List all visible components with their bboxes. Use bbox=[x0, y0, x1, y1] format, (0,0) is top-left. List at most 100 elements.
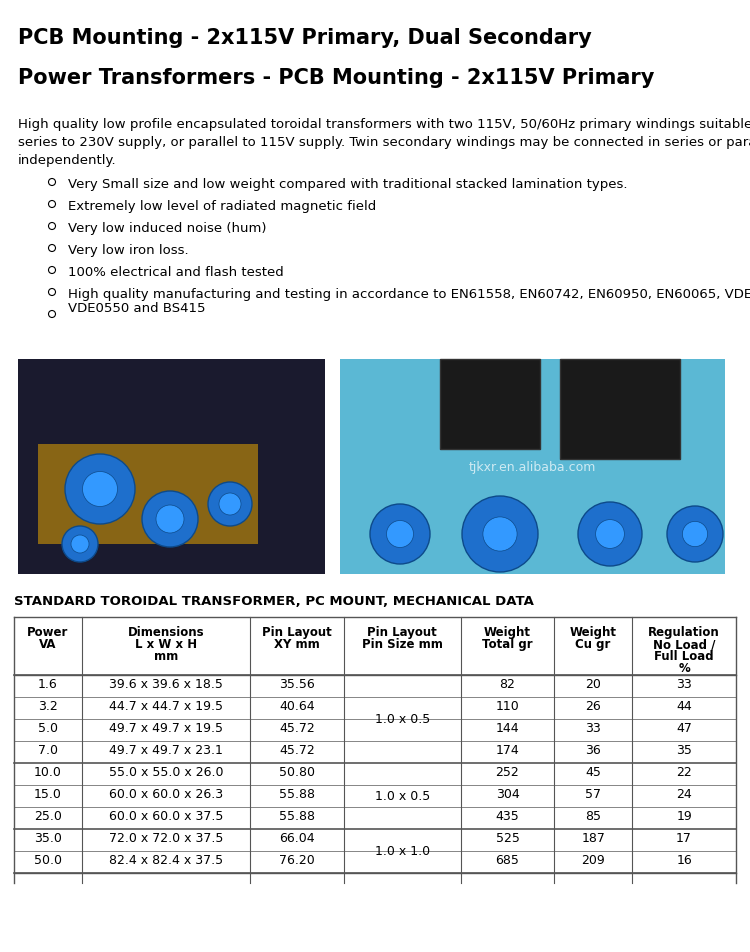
Bar bbox=[440, 360, 540, 449]
Text: 82: 82 bbox=[500, 678, 515, 691]
Text: 110: 110 bbox=[496, 700, 519, 713]
Text: mm: mm bbox=[154, 649, 178, 663]
Text: Power: Power bbox=[27, 625, 68, 639]
Text: 26: 26 bbox=[585, 700, 601, 713]
Text: 82.4 x 82.4 x 37.5: 82.4 x 82.4 x 37.5 bbox=[109, 854, 223, 866]
Text: 39.6 x 39.6 x 18.5: 39.6 x 39.6 x 18.5 bbox=[109, 678, 223, 691]
Circle shape bbox=[596, 520, 625, 548]
Text: 47: 47 bbox=[676, 722, 692, 735]
Circle shape bbox=[386, 521, 413, 548]
Circle shape bbox=[370, 505, 430, 565]
Text: 1.0 x 1.0: 1.0 x 1.0 bbox=[375, 844, 430, 858]
Text: 17: 17 bbox=[676, 832, 692, 844]
Bar bbox=[18, 360, 325, 574]
Text: 5.0: 5.0 bbox=[38, 722, 58, 735]
Text: 1.6: 1.6 bbox=[38, 678, 58, 691]
Circle shape bbox=[667, 506, 723, 563]
Text: Cu gr: Cu gr bbox=[575, 637, 610, 650]
Text: tjkxr.en.alibaba.com: tjkxr.en.alibaba.com bbox=[469, 461, 596, 473]
Text: 525: 525 bbox=[496, 832, 520, 844]
Text: 60.0 x 60.0 x 26.3: 60.0 x 60.0 x 26.3 bbox=[109, 787, 223, 801]
Circle shape bbox=[483, 517, 517, 551]
Text: 55.88: 55.88 bbox=[279, 809, 315, 823]
Text: 60.0 x 60.0 x 37.5: 60.0 x 60.0 x 37.5 bbox=[109, 809, 223, 823]
Circle shape bbox=[578, 503, 642, 566]
Text: Very Small size and low weight compared with traditional stacked lamination type: Very Small size and low weight compared … bbox=[68, 178, 628, 190]
Text: VA: VA bbox=[39, 637, 56, 650]
Text: Weight: Weight bbox=[570, 625, 616, 639]
Text: 35.56: 35.56 bbox=[279, 678, 315, 691]
Text: 10.0: 10.0 bbox=[34, 765, 62, 779]
Text: 20: 20 bbox=[585, 678, 601, 691]
Text: Full Load: Full Load bbox=[654, 649, 714, 663]
Text: 36: 36 bbox=[585, 744, 601, 757]
Circle shape bbox=[142, 491, 198, 547]
Text: 24: 24 bbox=[676, 787, 692, 801]
Text: Pin Size mm: Pin Size mm bbox=[362, 637, 442, 650]
Text: 49.7 x 49.7 x 19.5: 49.7 x 49.7 x 19.5 bbox=[109, 722, 223, 735]
Circle shape bbox=[219, 493, 241, 515]
Text: Extremely low level of radiated magnetic field: Extremely low level of radiated magnetic… bbox=[68, 200, 376, 213]
Text: 44: 44 bbox=[676, 700, 692, 713]
Text: Regulation: Regulation bbox=[648, 625, 720, 639]
Text: Pin Layout: Pin Layout bbox=[262, 625, 332, 639]
Text: 55.88: 55.88 bbox=[279, 787, 315, 801]
Circle shape bbox=[82, 472, 118, 507]
Text: High quality manufacturing and testing in accordance to EN61558, EN60742, EN6095: High quality manufacturing and testing i… bbox=[68, 288, 750, 301]
Text: 435: 435 bbox=[496, 809, 519, 823]
Text: 252: 252 bbox=[496, 765, 519, 779]
Text: 76.20: 76.20 bbox=[279, 854, 315, 866]
Text: %: % bbox=[678, 662, 690, 674]
Text: PCB Mounting - 2x115V Primary, Dual Secondary: PCB Mounting - 2x115V Primary, Dual Seco… bbox=[18, 28, 592, 48]
Text: L x W x H: L x W x H bbox=[135, 637, 197, 650]
Text: 100% electrical and flash tested: 100% electrical and flash tested bbox=[68, 266, 284, 279]
Text: 72.0 x 72.0 x 37.5: 72.0 x 72.0 x 37.5 bbox=[109, 832, 223, 844]
Text: 33: 33 bbox=[676, 678, 692, 691]
Text: XY mm: XY mm bbox=[274, 637, 320, 650]
Circle shape bbox=[208, 483, 252, 526]
Text: 50.80: 50.80 bbox=[279, 765, 315, 779]
Text: VDE0550 and BS415: VDE0550 and BS415 bbox=[68, 302, 206, 315]
Text: 35: 35 bbox=[676, 744, 692, 757]
Text: 174: 174 bbox=[496, 744, 519, 757]
Text: 55.0 x 55.0 x 26.0: 55.0 x 55.0 x 26.0 bbox=[109, 765, 224, 779]
Text: 66.04: 66.04 bbox=[279, 832, 315, 844]
Bar bbox=[38, 445, 258, 545]
Text: 685: 685 bbox=[496, 854, 520, 866]
Text: 33: 33 bbox=[585, 722, 601, 735]
Text: 49.7 x 49.7 x 23.1: 49.7 x 49.7 x 23.1 bbox=[109, 744, 223, 757]
Text: Dimensions: Dimensions bbox=[128, 625, 204, 639]
Text: 1.0 x 0.5: 1.0 x 0.5 bbox=[375, 789, 430, 803]
Text: 45: 45 bbox=[585, 765, 601, 779]
Text: Very low iron loss.: Very low iron loss. bbox=[68, 244, 189, 257]
Text: High quality low profile encapsulated toroidal transformers with two 115V, 50/60: High quality low profile encapsulated to… bbox=[18, 118, 750, 167]
Text: 57: 57 bbox=[585, 787, 602, 801]
Text: No Load /: No Load / bbox=[652, 637, 716, 650]
Text: 3.2: 3.2 bbox=[38, 700, 58, 713]
Text: Weight: Weight bbox=[484, 625, 531, 639]
Text: 7.0: 7.0 bbox=[38, 744, 58, 757]
Text: Power Transformers - PCB Mounting - 2x115V Primary: Power Transformers - PCB Mounting - 2x11… bbox=[18, 68, 654, 88]
Text: STANDARD TOROIDAL TRANSFORMER, PC MOUNT, MECHANICAL DATA: STANDARD TOROIDAL TRANSFORMER, PC MOUNT,… bbox=[14, 594, 534, 607]
Text: Very low induced noise (hum): Very low induced noise (hum) bbox=[68, 222, 266, 235]
Text: 44.7 x 44.7 x 19.5: 44.7 x 44.7 x 19.5 bbox=[109, 700, 223, 713]
Text: 45.72: 45.72 bbox=[279, 722, 315, 735]
Text: Total gr: Total gr bbox=[482, 637, 532, 650]
Circle shape bbox=[682, 522, 707, 547]
Circle shape bbox=[156, 506, 184, 533]
Text: 16: 16 bbox=[676, 854, 692, 866]
Text: 187: 187 bbox=[581, 832, 605, 844]
Text: 40.64: 40.64 bbox=[279, 700, 315, 713]
Text: 304: 304 bbox=[496, 787, 519, 801]
Circle shape bbox=[65, 454, 135, 525]
Text: 15.0: 15.0 bbox=[34, 787, 62, 801]
Text: 1.0 x 0.5: 1.0 x 0.5 bbox=[375, 713, 430, 725]
Text: 35.0: 35.0 bbox=[34, 832, 62, 844]
Bar bbox=[560, 360, 680, 460]
Text: Pin Layout: Pin Layout bbox=[368, 625, 437, 639]
Text: 22: 22 bbox=[676, 765, 692, 779]
Text: 25.0: 25.0 bbox=[34, 809, 62, 823]
Circle shape bbox=[71, 535, 89, 553]
Text: 85: 85 bbox=[585, 809, 602, 823]
Text: 19: 19 bbox=[676, 809, 692, 823]
